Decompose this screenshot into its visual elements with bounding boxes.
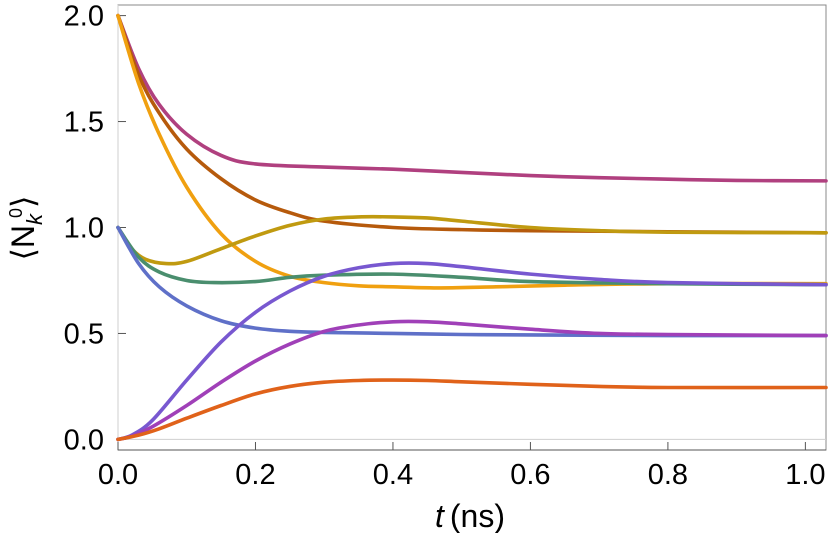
- x-tick-label: 0.4: [373, 459, 413, 491]
- series-line-5: [116, 225, 828, 287]
- series-line-3: [116, 13, 828, 290]
- x-tick-label: 0.0: [98, 459, 138, 491]
- series-line-7: [116, 261, 828, 442]
- x-tick-label: 0.8: [648, 459, 688, 491]
- y-tick-label: 0.5: [64, 318, 104, 350]
- x-tick-label: 1.0: [785, 459, 825, 491]
- y-tick-label: 0.0: [64, 424, 104, 456]
- svg-text:⟨Nk0⟩: ⟨Nk0⟩: [5, 195, 47, 260]
- y-tick-label: 1.0: [64, 213, 104, 245]
- series-line-9: [116, 378, 828, 442]
- series-line-8: [116, 319, 828, 442]
- x-tick-label: 0.2: [235, 459, 275, 491]
- x-axis-label: t (ns): [435, 498, 505, 533]
- y-label-subscript: k: [22, 213, 47, 225]
- series-line-1: [116, 13, 828, 183]
- y-tick-label: 2.0: [64, 1, 104, 33]
- y-label-close: ⟩: [5, 195, 41, 207]
- y-label-main: ⟨N: [5, 225, 41, 261]
- series-line-6: [116, 225, 828, 338]
- y-tick-label: 1.5: [64, 107, 104, 139]
- series-line-4: [116, 214, 828, 266]
- y-label-superscript: 0: [6, 208, 26, 218]
- x-tick-label: 0.6: [510, 459, 550, 491]
- series-line-2: [116, 13, 828, 235]
- ticks: 0.0 0.2 0.4 0.6 0.8 1.0 0.0 0.5 1.0 1.5 2.0: [64, 1, 826, 491]
- series-lines: [116, 13, 828, 442]
- y-axis-label: ⟨Nk0⟩: [5, 195, 47, 260]
